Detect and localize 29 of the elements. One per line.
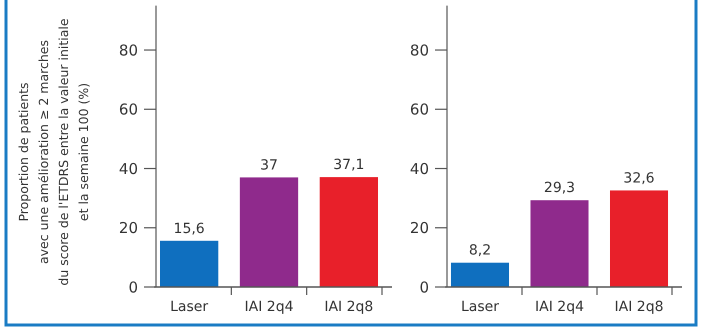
data-label: 29,3 xyxy=(544,180,576,196)
bar xyxy=(240,177,298,287)
y-tick-label: 0 xyxy=(419,278,429,296)
y-tick-label: 0 xyxy=(128,278,138,296)
y-tick-label: 20 xyxy=(118,219,138,238)
bar xyxy=(160,240,218,287)
bar xyxy=(450,262,510,287)
x-tick-label: Laser xyxy=(170,299,208,315)
y-tick-label: 80 xyxy=(118,41,138,60)
y-tick-label: 60 xyxy=(410,100,429,119)
data-label: 37 xyxy=(260,157,278,174)
x-tick-label: Laser xyxy=(460,299,500,315)
bar xyxy=(320,177,378,287)
y-tick-label: 40 xyxy=(410,160,429,178)
data-label: 37,1 xyxy=(333,157,364,174)
bar xyxy=(530,200,589,287)
data-label: 15,6 xyxy=(174,220,205,237)
y-axis-title: Proportion de patients avec une amélioration ≥ 2 marches du score de l'ETDRS entre la valeur initiale et la semaine 100 (%) xyxy=(16,18,91,286)
bar xyxy=(610,190,668,287)
x-tick-label: IAI 2q4 xyxy=(535,299,584,315)
y-tick-label: 60 xyxy=(118,100,138,119)
data-label: 32,6 xyxy=(623,170,655,186)
y-tick-label: 80 xyxy=(410,41,429,60)
x-tick-label: IAI 2q8 xyxy=(614,299,664,315)
x-tick-label: IAI 2q8 xyxy=(324,299,374,315)
data-label: 8,2 xyxy=(468,242,492,259)
x-tick-label: IAI 2q4 xyxy=(244,299,294,315)
y-tick-label: 20 xyxy=(410,219,429,238)
y-tick-label: 40 xyxy=(118,160,138,178)
